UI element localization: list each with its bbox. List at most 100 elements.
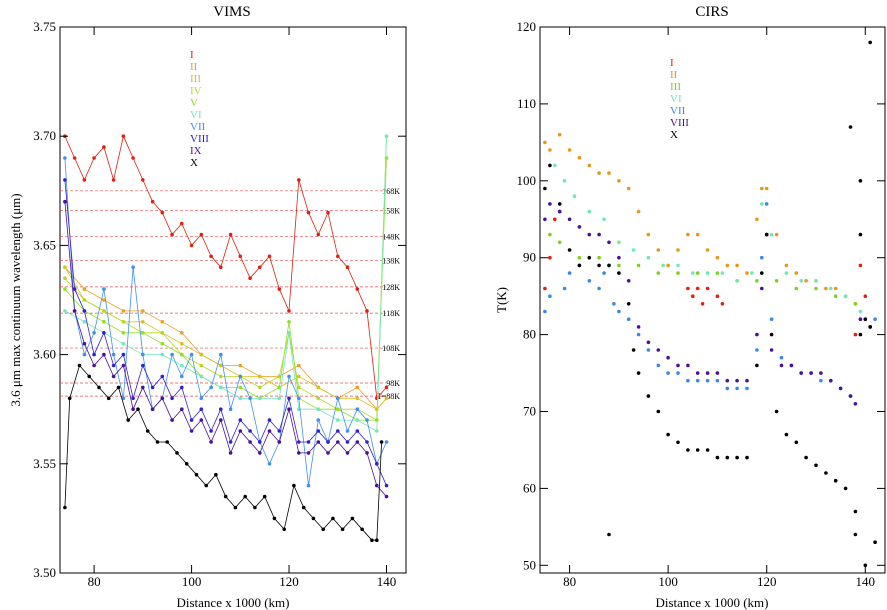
vims-data-point bbox=[365, 309, 369, 313]
cirs-data-point bbox=[557, 209, 562, 214]
vims-data-point bbox=[355, 396, 360, 401]
cirs-data-point bbox=[804, 455, 808, 460]
cirs-y-tick-label: 50 bbox=[523, 557, 536, 572]
cirs-data-point bbox=[824, 471, 828, 475]
cirs-data-point bbox=[646, 340, 651, 345]
cirs-data-point bbox=[774, 232, 779, 237]
vims-data-point bbox=[258, 385, 262, 390]
vims-x-tick-label: 100 bbox=[182, 574, 202, 589]
vims-reference-label: 138K bbox=[382, 257, 400, 266]
vims-data-point bbox=[360, 527, 364, 532]
vims-reference-label: 168K bbox=[382, 187, 400, 196]
cirs-data-point bbox=[636, 371, 641, 375]
vims-data-point bbox=[102, 331, 106, 335]
cirs-data-point bbox=[725, 386, 730, 391]
vims-data-point bbox=[204, 483, 208, 488]
cirs-data-point bbox=[567, 271, 572, 275]
vims-data-point bbox=[384, 396, 389, 401]
vims-data-point bbox=[214, 472, 218, 477]
vims-data-point bbox=[180, 407, 184, 412]
vims-series-group bbox=[63, 134, 389, 542]
vims-data-point bbox=[141, 178, 145, 182]
cirs-data-point bbox=[656, 248, 661, 252]
cirs-data-point bbox=[597, 286, 601, 291]
vims-legend-item: VII bbox=[190, 121, 206, 133]
vims-data-point bbox=[384, 134, 389, 138]
cirs-data-point bbox=[755, 217, 759, 222]
cirs-data-point bbox=[666, 355, 670, 360]
vims-y-tick-label: 3.55 bbox=[33, 456, 56, 471]
vims-data-point bbox=[384, 483, 389, 488]
cirs-data-point bbox=[774, 409, 779, 414]
vims-reference-lines: 168K 158K 148K 138K 128K 118K 108K 98K T=88K bbox=[60, 187, 400, 401]
cirs-data-point bbox=[769, 317, 774, 322]
cirs-data-point bbox=[617, 255, 621, 260]
vims-data-point bbox=[331, 516, 335, 521]
cirs-data-point bbox=[548, 202, 552, 206]
vims-data-point bbox=[199, 418, 204, 422]
vims-data-point bbox=[238, 374, 243, 379]
cirs-y-tick-label: 60 bbox=[523, 480, 536, 495]
vims-data-point bbox=[141, 320, 145, 324]
vims-data-point bbox=[150, 385, 155, 390]
vims-y-axis-label: 3.6 μm max continuum wavelength (μm) bbox=[8, 193, 23, 406]
cirs-data-point bbox=[548, 255, 552, 260]
vims-data-point bbox=[316, 232, 321, 237]
vims-data-point bbox=[92, 331, 96, 335]
vims-data-point bbox=[384, 440, 389, 444]
vims-data-point bbox=[297, 178, 301, 182]
vims-data-point bbox=[170, 352, 174, 357]
cirs-data-point bbox=[764, 202, 769, 206]
vims-x-axis-label: Distance x 1000 (km) bbox=[176, 595, 289, 610]
vims-data-point bbox=[365, 451, 369, 455]
cirs-y-tick-label: 120 bbox=[517, 19, 537, 34]
vims-series-line bbox=[64, 157, 387, 486]
vims-reference-label: 128K bbox=[382, 283, 400, 292]
vims-data-point bbox=[102, 287, 106, 291]
cirs-data-point bbox=[715, 371, 720, 375]
vims-data-point bbox=[375, 462, 379, 466]
cirs-data-point bbox=[833, 478, 838, 483]
vims-data-point bbox=[277, 385, 282, 390]
cirs-data-point bbox=[597, 232, 601, 237]
vims-data-point bbox=[340, 527, 345, 532]
cirs-x-tick-label: 80 bbox=[563, 574, 576, 589]
cirs-data-point bbox=[745, 455, 749, 460]
vims-series-line bbox=[64, 179, 387, 486]
cirs-data-point bbox=[774, 279, 779, 283]
cirs-data-point bbox=[858, 263, 863, 268]
vims-data-point bbox=[316, 429, 321, 433]
cirs-data-point bbox=[656, 271, 661, 275]
cirs-data-point bbox=[760, 186, 764, 191]
vims-legend-item: I bbox=[190, 49, 194, 61]
vims-y-tick-label: 3.65 bbox=[33, 237, 56, 252]
vims-data-point bbox=[121, 331, 126, 335]
cirs-data-point bbox=[612, 302, 616, 306]
vims-x-tick-label: 140 bbox=[377, 574, 397, 589]
vims-data-point bbox=[238, 385, 243, 390]
cirs-data-point bbox=[799, 279, 803, 283]
cirs-y-tick-label: 110 bbox=[517, 96, 536, 111]
cirs-data-point bbox=[873, 317, 877, 322]
vims-data-point bbox=[219, 363, 223, 368]
cirs-data-point bbox=[715, 294, 720, 299]
vims-data-point bbox=[189, 243, 194, 248]
vims-data-point bbox=[63, 178, 67, 182]
vims-data-point bbox=[141, 352, 145, 357]
cirs-data-point bbox=[553, 217, 557, 222]
vims-data-point bbox=[63, 287, 67, 291]
cirs-data-point bbox=[695, 286, 700, 291]
vims-data-point bbox=[160, 341, 165, 346]
cirs-data-point bbox=[843, 486, 848, 491]
cirs-data-point bbox=[769, 232, 774, 237]
vims-y-tick-label: 3.60 bbox=[33, 347, 56, 362]
cirs-data-point bbox=[553, 163, 557, 168]
vims-data-point bbox=[77, 363, 82, 368]
cirs-data-point bbox=[607, 171, 611, 175]
cirs-title: CIRS bbox=[695, 4, 728, 20]
vims-data-point bbox=[102, 320, 106, 324]
cirs-data-point bbox=[666, 263, 670, 268]
cirs-data-point bbox=[764, 232, 769, 237]
vims-data-point bbox=[82, 178, 87, 182]
